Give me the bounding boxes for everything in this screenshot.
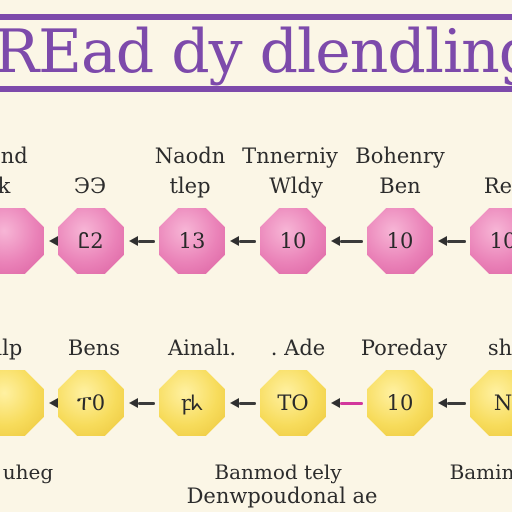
row2-label-4: . Ade bbox=[270, 336, 326, 360]
row2-label-6: sh bbox=[487, 336, 512, 360]
arrow-left-icon bbox=[49, 236, 58, 246]
connector-line bbox=[239, 402, 256, 405]
footer-right-label: Bamin bbox=[449, 460, 512, 484]
connector-line bbox=[138, 402, 155, 405]
page-title: REad dy dlendling be bbox=[0, 20, 512, 86]
row1-node-3: 13 bbox=[159, 208, 225, 274]
row2-node-3: ꝼᖾ bbox=[159, 370, 225, 436]
arrow-left-icon bbox=[129, 398, 138, 408]
arrow-left-icon bbox=[438, 236, 447, 246]
row2-node-4: ТО bbox=[260, 370, 326, 436]
footer-center-line1: Banmod tely bbox=[214, 460, 342, 484]
row2-node-5: 10 bbox=[367, 370, 433, 436]
footer-left-label: uheg bbox=[2, 460, 54, 484]
connector-line bbox=[340, 402, 363, 405]
arrow-left-icon bbox=[49, 398, 58, 408]
connector-line bbox=[138, 240, 155, 243]
row1-sub-label-6: Re bbox=[483, 174, 512, 198]
row2-node-1 bbox=[0, 370, 44, 436]
connector-line bbox=[447, 402, 466, 405]
arrow-left-icon bbox=[129, 236, 138, 246]
row1-sub-label-1: k bbox=[0, 174, 11, 198]
row1-node-4: 10 bbox=[260, 208, 326, 274]
row1-node-2: Ꮭ2 bbox=[58, 208, 124, 274]
row2-label-5: Poreday bbox=[360, 336, 448, 360]
row2-node-2: ፐ0 bbox=[58, 370, 124, 436]
connector-line bbox=[447, 240, 466, 243]
row2-node-6: N bbox=[470, 370, 512, 436]
row2-label-2: Bens bbox=[67, 336, 121, 360]
row1-sub-label-5: Ben bbox=[379, 174, 421, 198]
row1-top-label-1: end bbox=[0, 144, 28, 168]
arrow-left-icon bbox=[230, 236, 239, 246]
connector-line bbox=[340, 240, 363, 243]
row1-node-1 bbox=[0, 208, 44, 274]
arrow-left-icon bbox=[438, 398, 447, 408]
row1-sub-label-4: Wldy bbox=[269, 174, 323, 198]
title-banner: REad dy dlendling be bbox=[0, 14, 512, 92]
row1-node-6: 10 bbox=[470, 208, 512, 274]
row1-sub-label-3: tlep bbox=[169, 174, 211, 198]
connector-line bbox=[239, 240, 256, 243]
arrow-left-icon bbox=[331, 398, 340, 408]
row1-top-label-4: Bohenry bbox=[355, 144, 445, 168]
row1-node-5: 10 bbox=[367, 208, 433, 274]
row2-label-1: alp bbox=[0, 336, 23, 360]
arrow-left-icon bbox=[331, 236, 340, 246]
row1-top-label-3: Tnnerniy bbox=[242, 144, 338, 168]
row1-sub-label-2: ЭЭ bbox=[73, 174, 107, 198]
row2-label-3: Ainalı. bbox=[167, 336, 237, 360]
title-banner-inner: REad dy dlendling be bbox=[0, 20, 512, 86]
arrow-left-icon bbox=[230, 398, 239, 408]
footer-center-line2: Denwpoudonal ae bbox=[186, 484, 378, 508]
row1-top-label-2: Naodn bbox=[154, 144, 226, 168]
